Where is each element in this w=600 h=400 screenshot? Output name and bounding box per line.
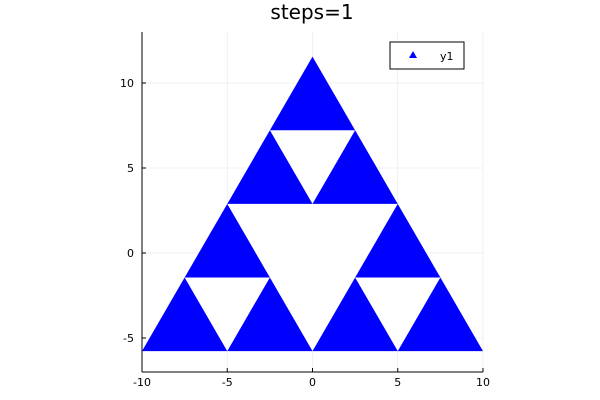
y-tick-label: 0	[127, 247, 134, 260]
plot-area	[142, 56, 483, 352]
legend-label-y1: y1	[440, 50, 454, 63]
legend: y1	[389, 41, 465, 70]
x-tick-label: 10	[476, 376, 490, 389]
legend-marker-triangle-icon	[409, 51, 417, 58]
series-y1-hole-3	[184, 277, 270, 352]
y-tick-label: -5	[123, 332, 134, 345]
chart-title: steps=1	[270, 0, 353, 24]
legend-box	[389, 41, 465, 70]
series-y1-hole-4	[355, 277, 441, 352]
y-tick-label: 10	[120, 77, 134, 90]
y-tick-label: 5	[127, 162, 134, 175]
series-y1-hole-2	[269, 130, 356, 204]
x-tick-label: 0	[309, 376, 316, 389]
series-y1-hole-1	[227, 203, 398, 352]
x-tick-label: -10	[133, 376, 151, 389]
x-tick-label: 5	[394, 376, 401, 389]
x-tick-label: -5	[222, 376, 233, 389]
axes: -10 -5 0 5 10 -5 0 5 10	[120, 32, 490, 389]
